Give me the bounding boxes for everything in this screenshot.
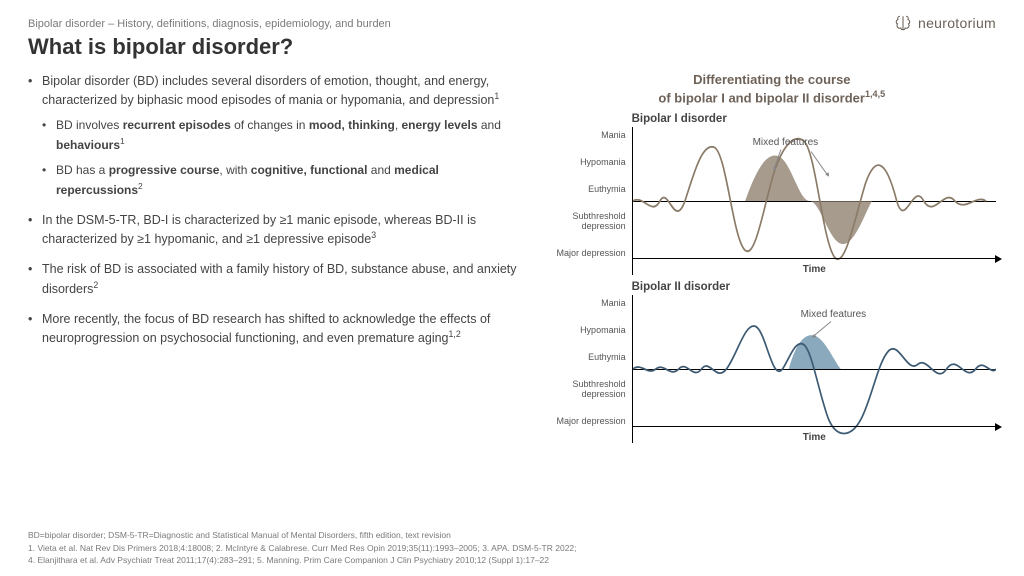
abbreviations: BD=bipolar disorder; DSM-5-TR=Diagnostic… [28,530,996,540]
references: 1. Vieta et al. Nat Rev Dis Primers 2018… [28,543,996,566]
chart-title: Differentiating the courseof bipolar I a… [548,72,996,107]
chart-bp2: Bipolar II disorder ManiaHypomaniaEuthym… [548,281,996,443]
chart-bp1-subtitle: Bipolar I disorder [632,113,996,125]
sub-bullet-item: BD involves recurrent episodes of change… [42,117,524,154]
bullet-item: The risk of BD is associated with a fami… [28,260,524,297]
eyebrow: Bipolar disorder – History, definitions,… [28,18,996,30]
y-axis-labels: ManiaHypomaniaEuthymiaSubthreshold depre… [548,295,632,443]
page-title: What is bipolar disorder? [28,34,996,60]
sub-bullet-item: BD has a progressive course, with cognit… [42,162,524,199]
chart-bp1: Bipolar I disorder ManiaHypomaniaEuthymi… [548,113,996,275]
brand-text: neurotorium [918,15,996,31]
mixed-features-label: Mixed features [801,309,867,320]
bullet-item: Bipolar disorder (BD) includes several d… [28,72,524,199]
y-axis-labels: ManiaHypomaniaEuthymiaSubthreshold depre… [548,127,632,275]
x-axis-label: Time [803,264,826,275]
brain-icon [894,14,912,32]
chart-bp2-subtitle: Bipolar II disorder [632,281,996,293]
plot-bp1: Mixed features Time [632,127,996,275]
chart-column: Differentiating the courseof bipolar I a… [548,72,996,528]
bullet-item: In the DSM-5-TR, BD-I is characterized b… [28,211,524,248]
plot-bp2: Mixed features Time [632,295,996,443]
brand-logo: neurotorium [894,14,996,32]
x-axis-label: Time [803,432,826,443]
bullet-column: Bipolar disorder (BD) includes several d… [28,72,524,528]
bullet-item: More recently, the focus of BD research … [28,310,524,347]
mixed-features-label: Mixed features [753,137,819,148]
